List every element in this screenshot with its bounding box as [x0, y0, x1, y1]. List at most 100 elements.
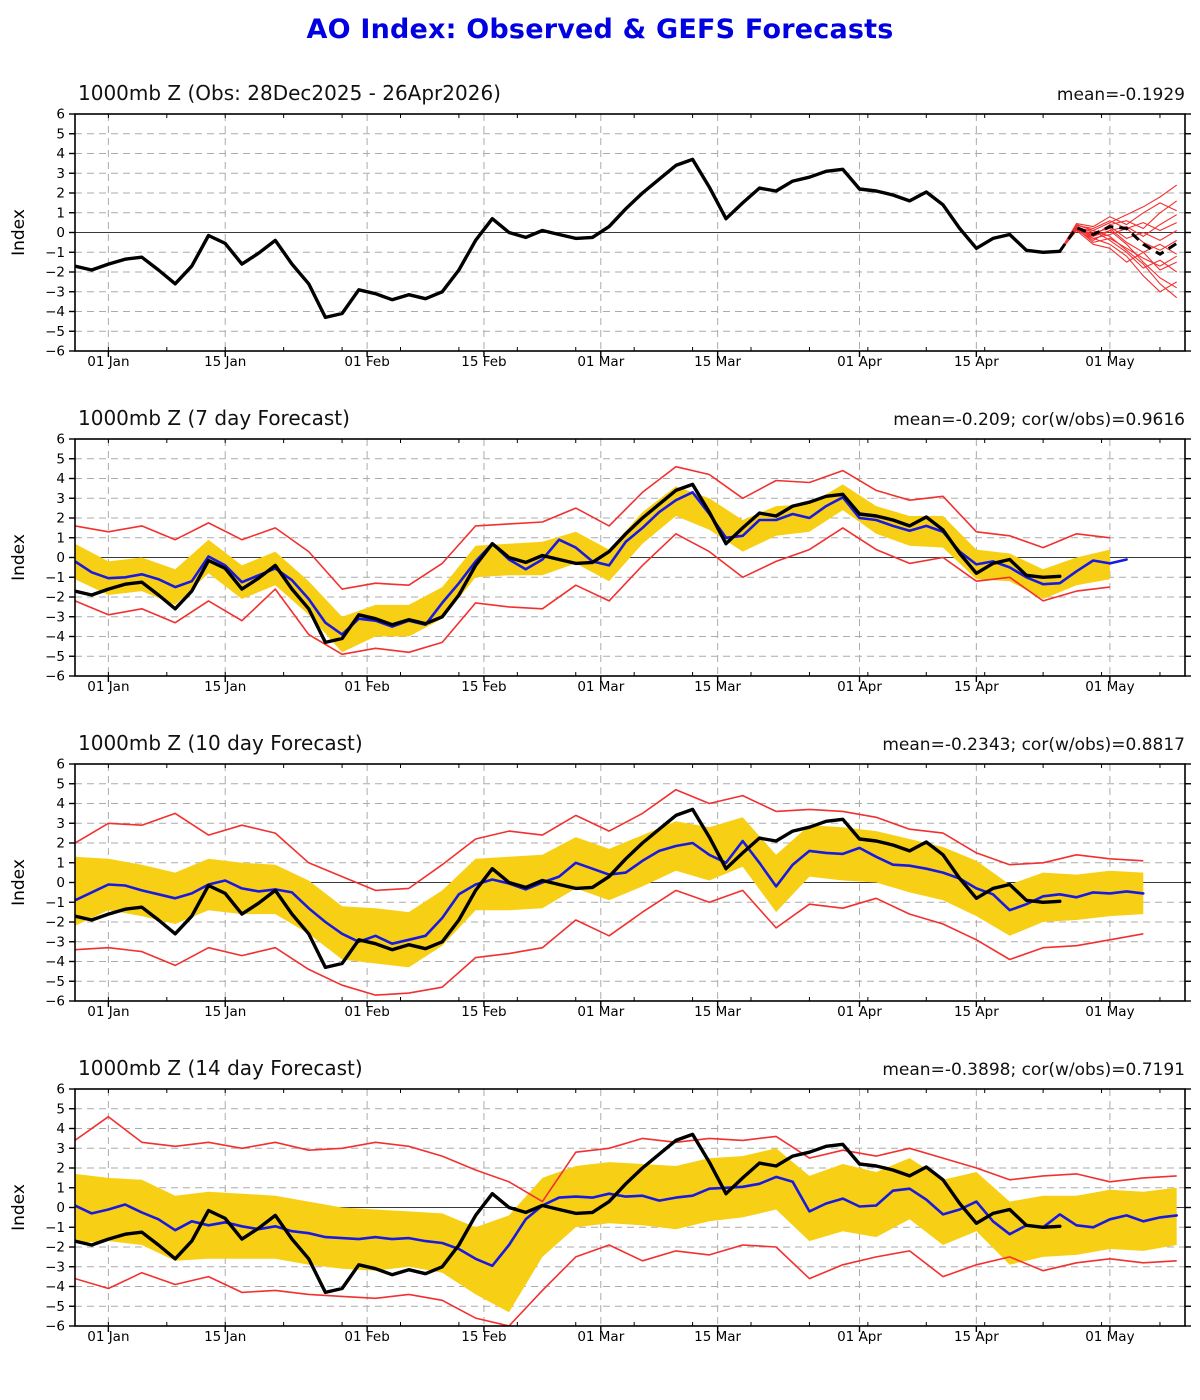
y-tick-label: 1 — [56, 855, 65, 871]
y-tick-label: 5 — [56, 126, 65, 142]
y-tick-label: −4 — [45, 304, 65, 320]
x-tick-label: 15 Apr — [954, 679, 999, 695]
y-tick-label: −3 — [45, 284, 65, 300]
page: AO Index: Observed & GEFS Forecasts 1000… — [0, 14, 1200, 1345]
panel-observed-header: 1000mb Z (Obs: 28Dec2025 - 26Apr2026) me… — [0, 81, 1200, 106]
panel-7day-header: 1000mb Z (7 day Forecast) mean=-0.209; c… — [0, 406, 1200, 431]
y-tick-label: 1 — [56, 205, 65, 221]
envelope-min-line — [75, 889, 1144, 996]
y-axis-label: Index — [9, 534, 29, 581]
x-tick-label: 15 Apr — [954, 1329, 999, 1345]
y-tick-label: −1 — [45, 570, 65, 586]
envelope-min-line — [75, 1244, 1177, 1326]
x-tick-label: 15 Mar — [694, 679, 741, 695]
panel-7day-plot: 6 5 4 3 2 1 0 −1 −2 −3 −4 −5 −6 01 Jan 15 Jan 01 Feb 15 … — [9, 432, 1191, 695]
x-tick-label: 15 Jan — [204, 1329, 246, 1345]
y-tick-label: −4 — [45, 954, 65, 970]
page-title: AO Index: Observed & GEFS Forecasts — [306, 14, 894, 45]
x-tick-label: 15 Apr — [954, 354, 999, 370]
y-tick-label: −2 — [45, 590, 65, 606]
x-tick-label: 01 Apr — [837, 354, 882, 370]
y-tick-label: −6 — [45, 1319, 65, 1335]
y-tick-label: −1 — [45, 1220, 65, 1236]
x-tick-label: 01 Feb — [344, 354, 389, 370]
y-tick-label: −2 — [45, 1240, 65, 1256]
observed-line — [75, 1132, 1062, 1295]
y-tick-label: 5 — [56, 776, 65, 792]
gefs-mean-dashed-line — [1058, 225, 1178, 256]
panel-observed-title: 1000mb Z (Obs: 28Dec2025 - 26Apr2026) — [78, 81, 501, 105]
panel-observed-plot: 6 5 4 3 2 1 0 −1 −2 −3 −4 −5 −6 01 Jan 15 Jan 01 Feb 15 … — [9, 107, 1191, 370]
y-tick-label: 3 — [56, 1141, 65, 1157]
panel-14day-stats: mean=-0.3898; cor(w/obs)=0.7191 — [882, 1060, 1185, 1080]
y-tick-label: −1 — [45, 245, 65, 261]
spread-band — [75, 817, 1144, 968]
y-tick-label: −6 — [45, 344, 65, 360]
x-tick-label: 01 May — [1085, 1329, 1134, 1345]
ensemble-member-line — [1059, 227, 1178, 299]
panel-observed: 1000mb Z (Obs: 28Dec2025 - 26Apr2026) me… — [0, 81, 1200, 370]
y-tick-label: 0 — [56, 225, 65, 241]
y-tick-label: 4 — [56, 471, 65, 487]
x-tick-label: 15 Feb — [461, 354, 506, 370]
y-tick-label: −3 — [45, 1259, 65, 1275]
ensemble-member-line — [1059, 228, 1177, 289]
x-tick-label: 01 May — [1085, 1004, 1134, 1020]
x-tick-label: 15 Jan — [204, 679, 246, 695]
y-tick-label: −5 — [45, 1299, 65, 1315]
y-tick-label: 1 — [56, 530, 65, 546]
y-tick-label: 2 — [56, 1161, 65, 1177]
panel-10day: 1000mb Z (10 day Forecast) mean=-0.2343;… — [0, 731, 1200, 1020]
x-tick-label: 01 May — [1085, 679, 1134, 695]
y-axis-label: Index — [9, 1184, 29, 1231]
y-tick-label: 6 — [56, 432, 65, 448]
y-tick-label: −5 — [45, 974, 65, 990]
panel-10day-stats: mean=-0.2343; cor(w/obs)=0.8817 — [882, 735, 1185, 755]
y-tick-label: 3 — [56, 166, 65, 182]
y-tick-label: −5 — [45, 649, 65, 665]
ensemble-member-line — [1059, 184, 1178, 252]
x-tick-label: 01 Mar — [577, 679, 624, 695]
y-tick-label: 6 — [56, 107, 65, 123]
y-tick-label: −1 — [45, 895, 65, 911]
y-tick-label: 1 — [56, 1180, 65, 1196]
x-tick-label: 01 Jan — [87, 1329, 129, 1345]
x-tick-label: 15 Jan — [204, 354, 246, 370]
panel-14day-plot: 6 5 4 3 2 1 0 −1 −2 −3 −4 −5 −6 01 Jan 15 Jan 01 Feb 15 … — [9, 1082, 1191, 1345]
x-tick-label: 01 Feb — [344, 1004, 389, 1020]
x-tick-label: 01 Jan — [87, 354, 129, 370]
x-tick-label: 15 Feb — [461, 1329, 506, 1345]
x-tick-label: 15 Mar — [694, 1004, 741, 1020]
y-axis-label: Index — [9, 209, 29, 256]
y-tick-label: 4 — [56, 796, 65, 812]
y-tick-label: −3 — [45, 934, 65, 950]
panel-14day-header: 1000mb Z (14 day Forecast) mean=-0.3898;… — [0, 1056, 1200, 1081]
x-tick-label: 01 Mar — [577, 1004, 624, 1020]
envelope-max-line — [75, 1115, 1177, 1203]
y-tick-label: 0 — [56, 875, 65, 891]
y-tick-label: 6 — [56, 1082, 65, 1098]
y-tick-label: −3 — [45, 609, 65, 625]
observed-line — [75, 807, 1062, 970]
y-tick-label: −2 — [45, 265, 65, 281]
y-tick-label: 3 — [56, 816, 65, 832]
x-tick-label: 15 Mar — [694, 354, 741, 370]
envelope-max-line — [75, 788, 1144, 892]
y-tick-label: 2 — [56, 836, 65, 852]
panel-10day-header: 1000mb Z (10 day Forecast) mean=-0.2343;… — [0, 731, 1200, 756]
envelope-max-line — [75, 465, 1110, 590]
x-tick-label: 01 Jan — [87, 679, 129, 695]
x-tick-label: 01 Apr — [837, 1004, 882, 1020]
spread-band — [75, 1148, 1177, 1313]
x-tick-label: 01 Jan — [87, 1004, 129, 1020]
y-tick-label: −6 — [45, 994, 65, 1010]
ensemble-member-line — [1059, 229, 1177, 271]
x-tick-label: 15 Mar — [694, 1329, 741, 1345]
y-tick-label: 5 — [56, 451, 65, 467]
y-tick-label: −4 — [45, 1279, 65, 1295]
y-tick-label: 2 — [56, 511, 65, 527]
y-tick-label: 6 — [56, 757, 65, 773]
panel-10day-title: 1000mb Z (10 day Forecast) — [78, 731, 363, 755]
x-tick-label: 01 Feb — [344, 679, 389, 695]
y-tick-label: −5 — [45, 324, 65, 340]
